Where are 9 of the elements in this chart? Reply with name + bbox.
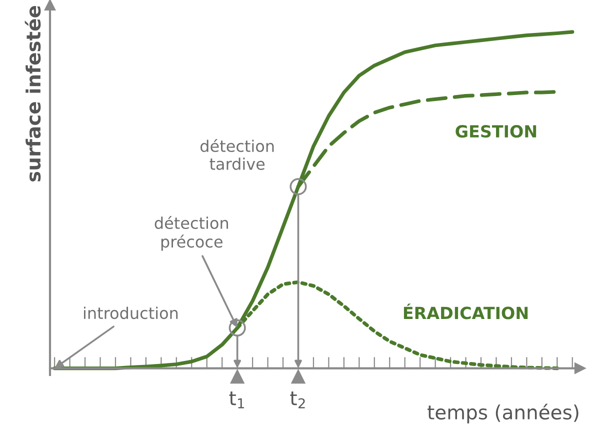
annotation: détection tardive xyxy=(200,139,274,170)
x-tick-label: t$_{2}$ xyxy=(290,391,305,408)
series-label: GESTION xyxy=(456,125,536,138)
series-label: ÉRADICATION xyxy=(404,304,528,320)
x-tick-label: t$_{1}$ xyxy=(229,391,244,408)
annotation: détection précoce xyxy=(154,216,228,251)
annotation: introduction xyxy=(84,306,178,320)
y-axis-title: surface infestée xyxy=(24,6,41,182)
x-axis-title: temps (années) xyxy=(428,404,578,424)
